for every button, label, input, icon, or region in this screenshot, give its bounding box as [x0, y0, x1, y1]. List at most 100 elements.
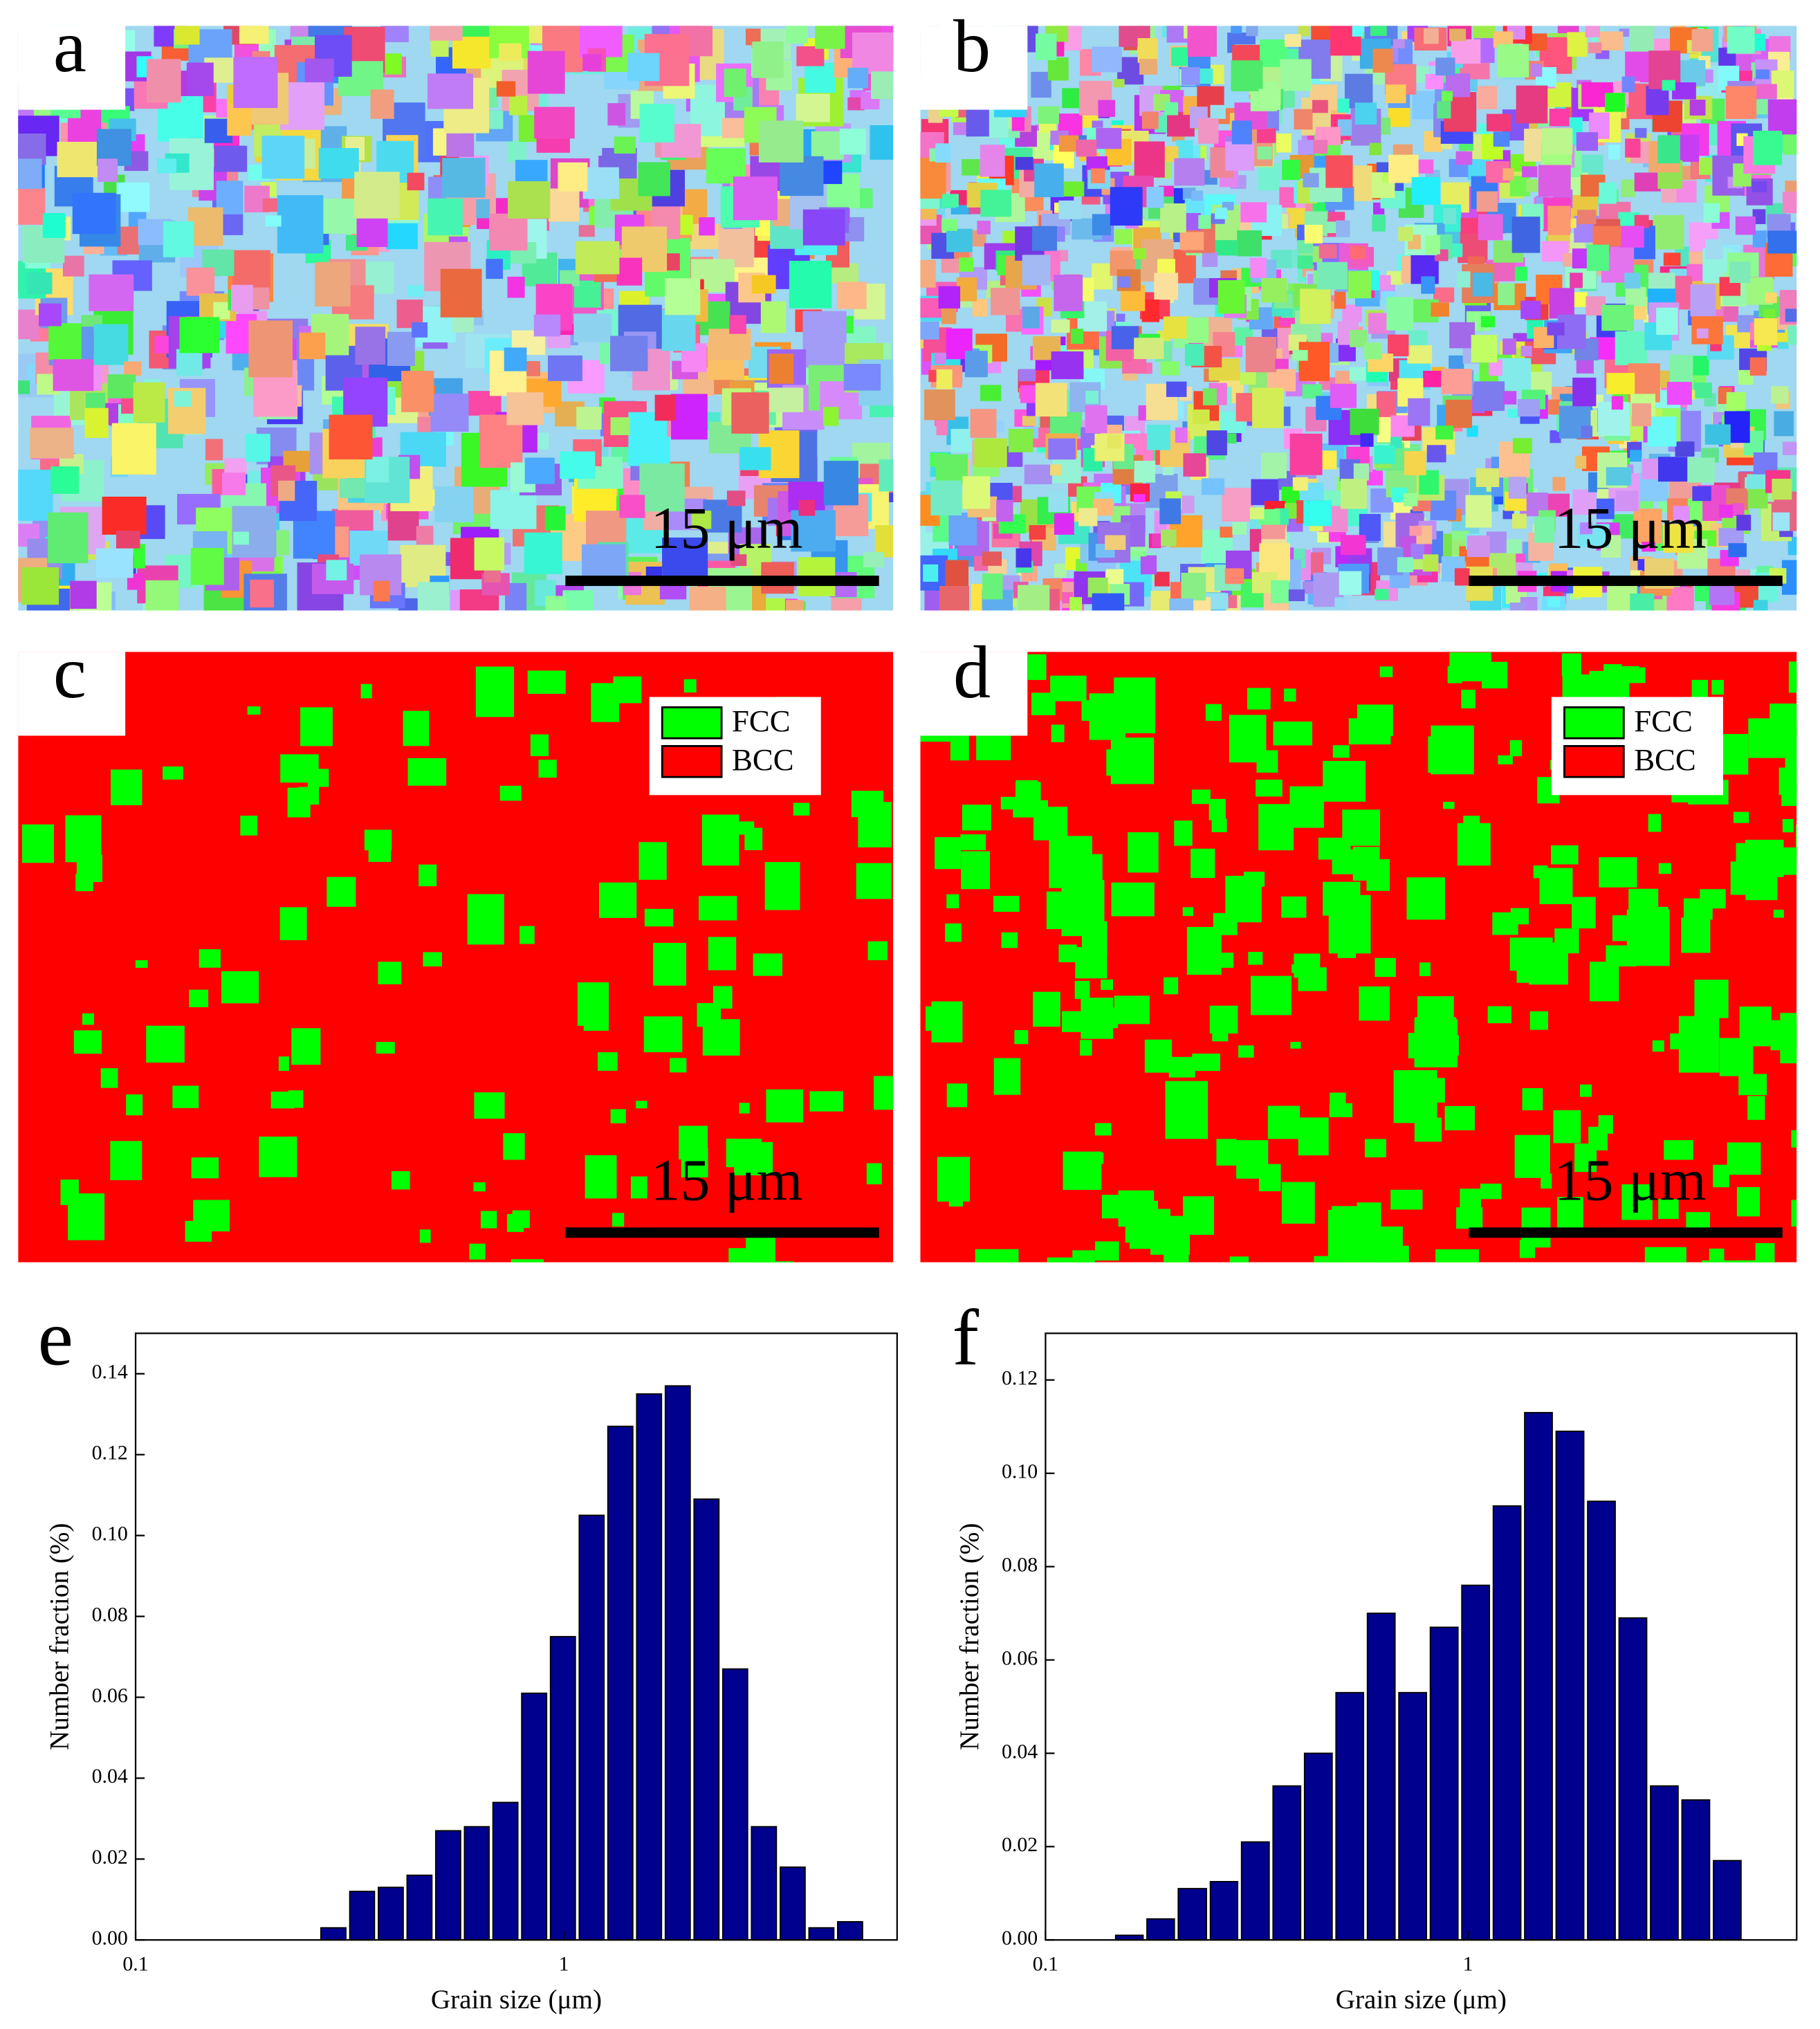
- grain: [1625, 138, 1641, 158]
- grain: [533, 314, 561, 337]
- grain: [1206, 430, 1227, 456]
- grain: [1252, 387, 1284, 428]
- grain: [1425, 235, 1440, 255]
- grain: [1514, 553, 1525, 562]
- fcc-grain: [1770, 1020, 1797, 1051]
- grain: [262, 198, 279, 212]
- fcc-grain: [1738, 1074, 1767, 1096]
- grain: [1297, 255, 1313, 269]
- fcc-grain: [1258, 804, 1294, 851]
- fcc-grain: [1408, 879, 1428, 897]
- grain: [174, 391, 192, 407]
- grain: [789, 261, 832, 309]
- grain: [1693, 383, 1712, 398]
- fcc-grain: [702, 1019, 740, 1056]
- grain: [48, 323, 82, 360]
- grain: [1048, 489, 1069, 513]
- grain: [1078, 508, 1098, 526]
- fcc-grain: [937, 1157, 971, 1202]
- grain: [1727, 26, 1755, 54]
- grain: [1257, 146, 1272, 160]
- grain: [1705, 239, 1723, 259]
- grain: [661, 309, 696, 351]
- fcc-grain: [1125, 1223, 1156, 1243]
- fcc-grain: [1118, 1190, 1155, 1227]
- grain: [1567, 32, 1588, 57]
- legend-label: FCC: [1634, 704, 1693, 738]
- grain: [1340, 479, 1367, 509]
- fcc-grain: [1686, 1212, 1710, 1229]
- grain: [1407, 345, 1433, 364]
- fcc-grain: [1359, 986, 1390, 1021]
- grain: [815, 26, 845, 49]
- fcc-grain: [1243, 872, 1265, 887]
- grain: [764, 598, 785, 611]
- fcc-grain: [1719, 1038, 1754, 1076]
- grain: [1114, 229, 1132, 245]
- fcc-grain: [699, 896, 737, 921]
- grain: [1069, 597, 1083, 611]
- grain: [430, 26, 463, 41]
- fcc-grain: [1795, 825, 1797, 859]
- fcc-grain: [1303, 1146, 1314, 1153]
- grain: [964, 351, 988, 378]
- grain: [935, 454, 968, 485]
- grain: [42, 212, 66, 238]
- grain: [1552, 477, 1565, 491]
- grain: [1661, 189, 1677, 203]
- grain: [1445, 399, 1472, 428]
- grain: [1588, 42, 1602, 53]
- grain: [163, 221, 194, 257]
- grain: [1752, 230, 1767, 248]
- grain: [1686, 457, 1715, 483]
- grain: [1289, 433, 1323, 475]
- bar: [721, 1668, 748, 1941]
- grain: [1260, 452, 1287, 479]
- fcc-grain: [327, 876, 356, 907]
- grain: [1118, 276, 1131, 288]
- grain: [214, 145, 248, 172]
- grain: [70, 580, 97, 609]
- grain: [1437, 101, 1451, 119]
- panel-label: c: [53, 632, 86, 714]
- grain: [1538, 165, 1571, 197]
- grain: [1631, 403, 1651, 427]
- grain: [1159, 498, 1182, 524]
- grain: [1423, 370, 1442, 387]
- grain: [805, 62, 836, 93]
- fcc-grain: [1579, 1084, 1592, 1097]
- grain: [843, 364, 881, 391]
- grain: [607, 103, 626, 126]
- grain: [1425, 73, 1444, 90]
- grain: [920, 321, 939, 340]
- grain: [1472, 273, 1493, 297]
- grain: [1139, 59, 1157, 75]
- scale-bar: [1469, 576, 1783, 587]
- fcc-grain: [1027, 654, 1047, 680]
- fcc-grain: [1727, 1142, 1761, 1175]
- grain: [582, 167, 619, 199]
- grain: [1185, 212, 1201, 230]
- bar: [1398, 1691, 1428, 1941]
- grain: [1606, 373, 1635, 394]
- fcc-grain: [1652, 1040, 1664, 1052]
- grain: [354, 172, 400, 219]
- fcc-grain: [1390, 1189, 1423, 1210]
- grain: [1662, 80, 1675, 91]
- grain: [1058, 200, 1081, 219]
- grain: [1692, 356, 1709, 376]
- grain: [1225, 141, 1255, 171]
- fcc-grain: [1791, 1200, 1797, 1227]
- fcc-grain: [474, 1092, 505, 1119]
- fcc-grain: [403, 710, 430, 746]
- grain: [1752, 209, 1766, 224]
- y-tick-label: 0.08: [92, 1603, 128, 1626]
- grain: [1547, 322, 1565, 336]
- grain: [1251, 479, 1279, 506]
- grain: [1520, 345, 1532, 357]
- grain: [506, 392, 544, 425]
- grain: [1181, 66, 1200, 85]
- grain: [1615, 331, 1647, 365]
- grain: [1642, 542, 1656, 552]
